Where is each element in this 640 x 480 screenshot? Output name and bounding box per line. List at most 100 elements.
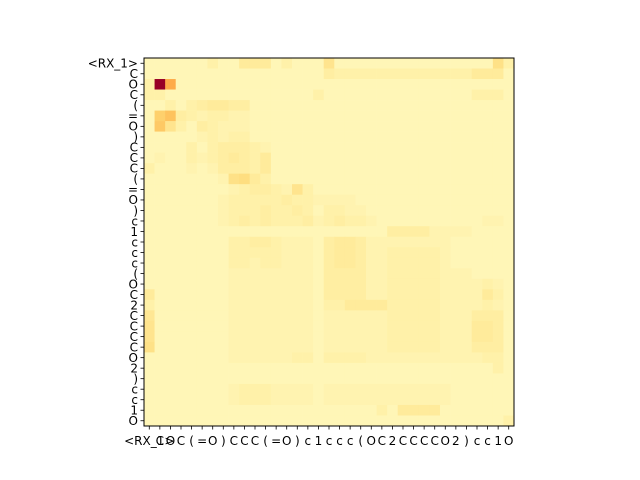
heatmap-cell [450,310,462,322]
heatmap-cell [344,58,356,69]
heatmap-cell [249,278,261,290]
heatmap-cell [165,184,177,196]
heatmap-cell [292,215,303,227]
heatmap-cell [313,331,325,343]
heatmap-cell [165,278,177,290]
heatmap-cell [165,320,177,332]
heatmap-cell [228,404,240,416]
heatmap-cell [302,173,314,185]
y-tick-label: O [129,193,138,207]
heatmap-cell [281,320,293,332]
heatmap-cell [144,331,155,343]
heatmap-cell [471,268,483,280]
heatmap-cell [249,310,261,322]
heatmap-cell [344,247,356,259]
heatmap-cell [165,289,177,301]
heatmap-cell [418,68,430,80]
heatmap-cell [408,289,420,301]
x-tick-label: C [240,434,248,448]
heatmap-cell [429,163,441,175]
heatmap-cell [207,226,219,238]
heatmap-cell [355,163,367,175]
heatmap-cell [196,310,208,322]
heatmap-cell [471,194,483,206]
heatmap-cell [313,352,325,364]
heatmap-cell [397,257,409,269]
heatmap-cell [175,163,187,175]
heatmap-cell [281,373,293,385]
heatmap-cell [270,236,282,248]
heatmap-cell [175,194,187,206]
heatmap-cell [418,373,430,385]
heatmap-cell [492,194,504,206]
heatmap-cell [154,121,166,132]
heatmap-cell [492,373,504,385]
heatmap-cell [482,362,494,374]
heatmap-cell [249,331,261,343]
heatmap-cell [302,68,314,80]
heatmap-cell [376,394,388,406]
heatmap-cell [292,131,303,143]
heatmap-cell [154,89,166,101]
heatmap-cell [482,226,494,238]
heatmap-cell [313,79,325,90]
heatmap-cell [196,268,208,280]
heatmap-cell [228,205,240,217]
x-tick-label: 2 [452,434,460,448]
heatmap-cell [492,341,504,353]
heatmap-cell [408,247,420,259]
heatmap-cell [270,194,282,206]
heatmap-cell [207,394,219,406]
heatmap-cell [228,152,240,164]
heatmap-cell [366,310,377,322]
heatmap-cell [334,404,346,416]
heatmap-cell [450,184,462,196]
heatmap-cell [292,247,303,259]
heatmap-cell [323,226,335,238]
heatmap-cell [482,194,494,206]
heatmap-cell [429,142,441,153]
heatmap-cell [144,110,155,122]
heatmap-cell [376,68,388,80]
heatmap-cell [218,152,229,164]
heatmap-cell [334,415,346,427]
heatmap-cell [387,110,399,122]
heatmap-cell [461,236,473,248]
heatmap-cell [376,299,388,311]
x-tick-label: c [484,434,491,448]
heatmap-cell [450,110,462,122]
heatmap-cell [492,100,504,111]
heatmap-cell [323,110,335,122]
heatmap-cell [344,215,356,227]
heatmap-cell [334,341,346,353]
heatmap-cell [450,373,462,385]
heatmap-cell [207,352,219,364]
heatmap-cell [387,415,399,427]
heatmap-cell [461,173,473,185]
heatmap-cell [281,163,293,175]
heatmap-cell [344,205,356,217]
heatmap-cell [334,100,346,111]
heatmap-cell [408,320,420,332]
heatmap-cell [154,58,166,69]
y-tick-label: C [130,67,138,81]
heatmap-cell [270,362,282,374]
heatmap-cell [376,404,388,416]
heatmap-cell [239,352,251,364]
heatmap-cell [429,226,441,238]
heatmap-cell [418,320,430,332]
heatmap-cell [440,79,451,90]
heatmap-cell [313,415,325,427]
heatmap-cell [461,310,473,322]
heatmap-cell [207,415,219,427]
heatmap-cell [154,205,166,217]
heatmap-cell [228,215,240,227]
x-tick-label: c [336,434,343,448]
heatmap-cell [344,310,356,322]
heatmap-cell [482,373,494,385]
heatmap-cell [175,278,187,290]
heatmap-cell [503,58,515,69]
heatmap-cell [281,226,293,238]
heatmap-cell [239,310,251,322]
heatmap-cell [366,163,377,175]
